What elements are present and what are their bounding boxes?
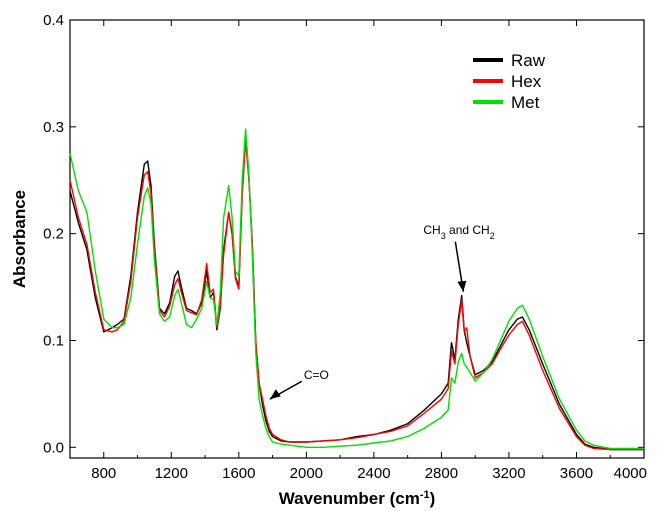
series-line-met [69,128,644,450]
legend-label-hex: Hex [511,72,542,91]
x-tick-label: 800 [91,465,116,482]
x-tick-label: 4000 [614,465,647,482]
y-tick-label: 0.4 [43,12,64,29]
x-tick-label: 3200 [492,465,525,482]
x-axis: 800 1200 1600 2000 2400 2800 3200 3600 4000 [69,20,647,482]
x-tick-label: 2400 [357,465,390,482]
x-axis-label: Wavenumber (cm-1) [279,489,436,508]
ch3-ch2-annotation: CH3 and CH2 [423,223,494,241]
legend-label-raw: Raw [511,51,546,70]
y-tick-label: 0.3 [43,119,64,136]
annotations: CH3 and CH2 C=O [269,223,495,400]
series-group [69,128,644,451]
y-axis-label: Absorbance [10,190,29,288]
co-arrow-head [269,389,281,400]
x-tick-label: 2000 [290,465,323,482]
plot-frame [69,19,645,459]
legend-label-met: Met [511,93,540,112]
y-tick-label: 0.1 [43,332,64,349]
x-tick-label: 1600 [222,465,255,482]
y-axis: 0.0 0.1 0.2 0.3 0.4 [43,12,644,456]
y-tick-label: 0.2 [43,226,64,243]
x-tick-label: 2800 [425,465,458,482]
legend: Raw Hex Met [473,51,546,112]
x-tick-label: 1200 [155,465,188,482]
c-o-annotation: C=O [304,368,329,382]
ch-arrow-head [457,280,467,292]
x-tick-label: 3600 [560,465,593,482]
y-tick-label: 0.0 [43,439,64,456]
